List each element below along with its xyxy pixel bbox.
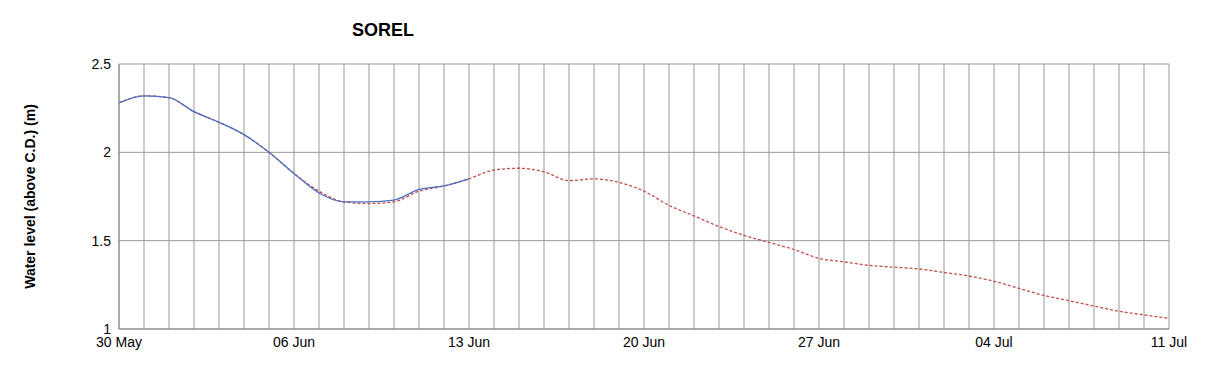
- svg-text:20 Jun: 20 Jun: [623, 334, 665, 350]
- svg-text:04 Jul: 04 Jul: [975, 334, 1012, 350]
- svg-text:06 Jun: 06 Jun: [273, 334, 315, 350]
- svg-text:1: 1: [103, 321, 111, 337]
- svg-text:2.5: 2.5: [92, 56, 112, 72]
- svg-text:1.5: 1.5: [92, 233, 112, 249]
- svg-text:Water level (above C.D.) (m): Water level (above C.D.) (m): [22, 104, 38, 289]
- svg-text:2: 2: [103, 144, 111, 160]
- svg-text:13 Jun: 13 Jun: [448, 334, 490, 350]
- svg-text:11 Jul: 11 Jul: [1151, 334, 1187, 350]
- svg-text:27 Jun: 27 Jun: [798, 334, 840, 350]
- svg-text:30 May: 30 May: [96, 333, 142, 350]
- html-text:SOREL: SOREL: [352, 20, 414, 40]
